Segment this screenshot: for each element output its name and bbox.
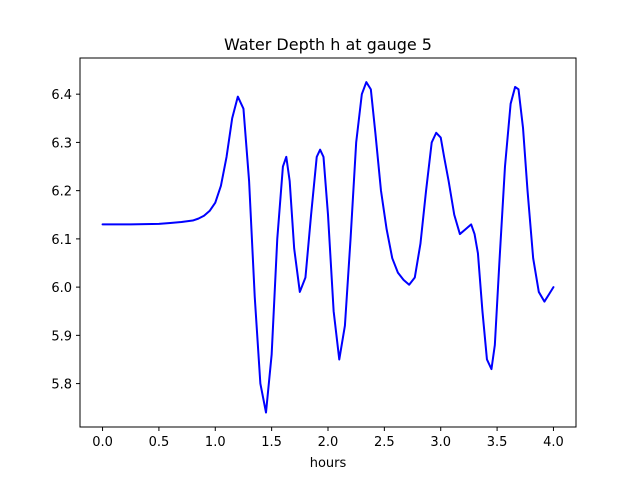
plot-frame (79, 57, 577, 428)
y-tick-label: 6.4 (51, 88, 72, 103)
y-tick-label: 5.9 (51, 329, 72, 344)
y-tick-label: 6.0 (51, 281, 72, 296)
x-tick-label: 2.5 (374, 435, 395, 450)
x-tick-label: 0.5 (149, 435, 170, 450)
x-tick-label: 4.0 (543, 435, 564, 450)
x-axis-label: hours (310, 456, 347, 471)
chart-title: Water Depth h at gauge 5 (224, 35, 432, 54)
axes: 0.0 0.5 1.0 1.5 2.0 2.5 3.0 3.5 4.0 5.8 5.9 6.0 6.1 6… (51, 57, 577, 450)
y-tick-label: 6.1 (51, 233, 72, 248)
y-tick-label: 6.2 (51, 185, 72, 200)
x-tick-label: 3.0 (430, 435, 451, 450)
x-tick-label: 3.5 (487, 435, 508, 450)
series-line-0 (101, 81, 555, 414)
y-tick-label: 5.8 (51, 378, 72, 393)
plot-area (101, 81, 555, 414)
x-tick-label: 0.0 (92, 435, 113, 450)
x-tick-label: 1.5 (261, 435, 282, 450)
x-tick-label: 1.0 (205, 435, 226, 450)
x-tick-label: 2.0 (318, 435, 339, 450)
y-tick-label: 6.3 (51, 136, 72, 151)
